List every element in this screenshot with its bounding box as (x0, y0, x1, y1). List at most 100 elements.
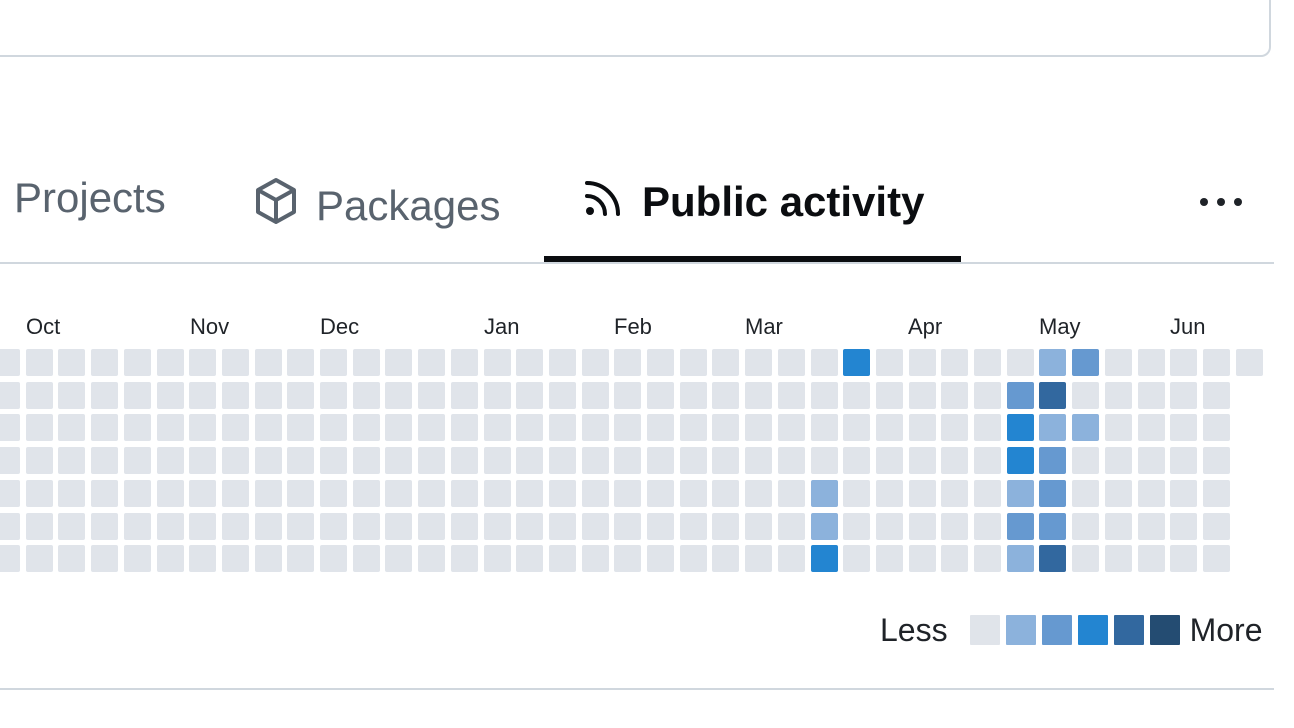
contribution-cell[interactable] (811, 414, 838, 441)
contribution-cell[interactable] (484, 480, 511, 507)
contribution-cell[interactable] (353, 414, 380, 441)
contribution-cell[interactable] (876, 480, 903, 507)
contribution-cell[interactable] (680, 480, 707, 507)
contribution-cell[interactable] (1039, 382, 1066, 409)
contribution-cell[interactable] (353, 513, 380, 540)
contribution-cell[interactable] (91, 545, 118, 572)
contribution-cell[interactable] (974, 513, 1001, 540)
contribution-cell[interactable] (418, 414, 445, 441)
contribution-cell[interactable] (909, 513, 936, 540)
contribution-cell[interactable] (1007, 513, 1034, 540)
contribution-cell[interactable] (614, 513, 641, 540)
contribution-cell[interactable] (124, 513, 151, 540)
contribution-cell[interactable] (1138, 447, 1165, 474)
contribution-cell[interactable] (941, 414, 968, 441)
contribution-cell[interactable] (385, 349, 412, 376)
contribution-cell[interactable] (1105, 382, 1132, 409)
contribution-cell[interactable] (549, 513, 576, 540)
contribution-cell[interactable] (91, 447, 118, 474)
contribution-cell[interactable] (843, 545, 870, 572)
contribution-cell[interactable] (778, 480, 805, 507)
contribution-cell[interactable] (941, 447, 968, 474)
contribution-cell[interactable] (680, 414, 707, 441)
contribution-cell[interactable] (26, 545, 53, 572)
contribution-cell[interactable] (974, 480, 1001, 507)
contribution-cell[interactable] (1105, 349, 1132, 376)
contribution-cell[interactable] (58, 349, 85, 376)
contribution-cell[interactable] (1203, 545, 1230, 572)
contribution-cell[interactable] (1072, 480, 1099, 507)
contribution-cell[interactable] (157, 513, 184, 540)
contribution-cell[interactable] (549, 382, 576, 409)
contribution-cell[interactable] (1170, 545, 1197, 572)
contribution-cell[interactable] (418, 447, 445, 474)
more-tabs-button[interactable] (1200, 190, 1256, 214)
contribution-cell[interactable] (222, 382, 249, 409)
contribution-cell[interactable] (255, 382, 282, 409)
contribution-cell[interactable] (549, 447, 576, 474)
contribution-cell[interactable] (287, 513, 314, 540)
contribution-cell[interactable] (516, 414, 543, 441)
contribution-cell[interactable] (1072, 382, 1099, 409)
contribution-cell[interactable] (58, 513, 85, 540)
contribution-cell[interactable] (320, 447, 347, 474)
contribution-cell[interactable] (778, 447, 805, 474)
contribution-cell[interactable] (1072, 545, 1099, 572)
contribution-cell[interactable] (876, 382, 903, 409)
contribution-cell[interactable] (418, 480, 445, 507)
contribution-cell[interactable] (614, 414, 641, 441)
contribution-cell[interactable] (1039, 480, 1066, 507)
contribution-cell[interactable] (1007, 447, 1034, 474)
contribution-cell[interactable] (1203, 382, 1230, 409)
contribution-cell[interactable] (614, 349, 641, 376)
contribution-cell[interactable] (353, 447, 380, 474)
contribution-cell[interactable] (222, 545, 249, 572)
contribution-cell[interactable] (255, 513, 282, 540)
contribution-cell[interactable] (1138, 414, 1165, 441)
contribution-cell[interactable] (941, 513, 968, 540)
contribution-cell[interactable] (1170, 513, 1197, 540)
contribution-cell[interactable] (1138, 480, 1165, 507)
contribution-cell[interactable] (26, 480, 53, 507)
contribution-cell[interactable] (909, 480, 936, 507)
contribution-cell[interactable] (1170, 349, 1197, 376)
contribution-cell[interactable] (451, 349, 478, 376)
contribution-cell[interactable] (418, 349, 445, 376)
contribution-cell[interactable] (712, 414, 739, 441)
contribution-cell[interactable] (1105, 545, 1132, 572)
contribution-cell[interactable] (1170, 447, 1197, 474)
contribution-cell[interactable] (778, 513, 805, 540)
contribution-cell[interactable] (484, 513, 511, 540)
contribution-cell[interactable] (418, 513, 445, 540)
contribution-cell[interactable] (647, 513, 674, 540)
contribution-cell[interactable] (385, 545, 412, 572)
contribution-cell[interactable] (287, 480, 314, 507)
contribution-cell[interactable] (549, 349, 576, 376)
contribution-cell[interactable] (680, 545, 707, 572)
contribution-cell[interactable] (484, 545, 511, 572)
contribution-cell[interactable] (222, 349, 249, 376)
contribution-cell[interactable] (58, 447, 85, 474)
contribution-cell[interactable] (647, 545, 674, 572)
contribution-cell[interactable] (1007, 349, 1034, 376)
contribution-cell[interactable] (680, 447, 707, 474)
contribution-cell[interactable] (1072, 414, 1099, 441)
tab-projects[interactable]: Projects (14, 177, 166, 219)
contribution-cell[interactable] (549, 545, 576, 572)
contribution-cell[interactable] (26, 382, 53, 409)
contribution-cell[interactable] (189, 480, 216, 507)
contribution-cell[interactable] (58, 545, 85, 572)
contribution-cell[interactable] (843, 349, 870, 376)
contribution-cell[interactable] (876, 414, 903, 441)
contribution-cell[interactable] (582, 414, 609, 441)
contribution-cell[interactable] (418, 382, 445, 409)
contribution-cell[interactable] (974, 545, 1001, 572)
contribution-cell[interactable] (876, 513, 903, 540)
contribution-cell[interactable] (189, 414, 216, 441)
contribution-cell[interactable] (1170, 382, 1197, 409)
contribution-cell[interactable] (353, 382, 380, 409)
contribution-cell[interactable] (157, 480, 184, 507)
contribution-cell[interactable] (811, 480, 838, 507)
contribution-cell[interactable] (255, 545, 282, 572)
contribution-cell[interactable] (91, 349, 118, 376)
